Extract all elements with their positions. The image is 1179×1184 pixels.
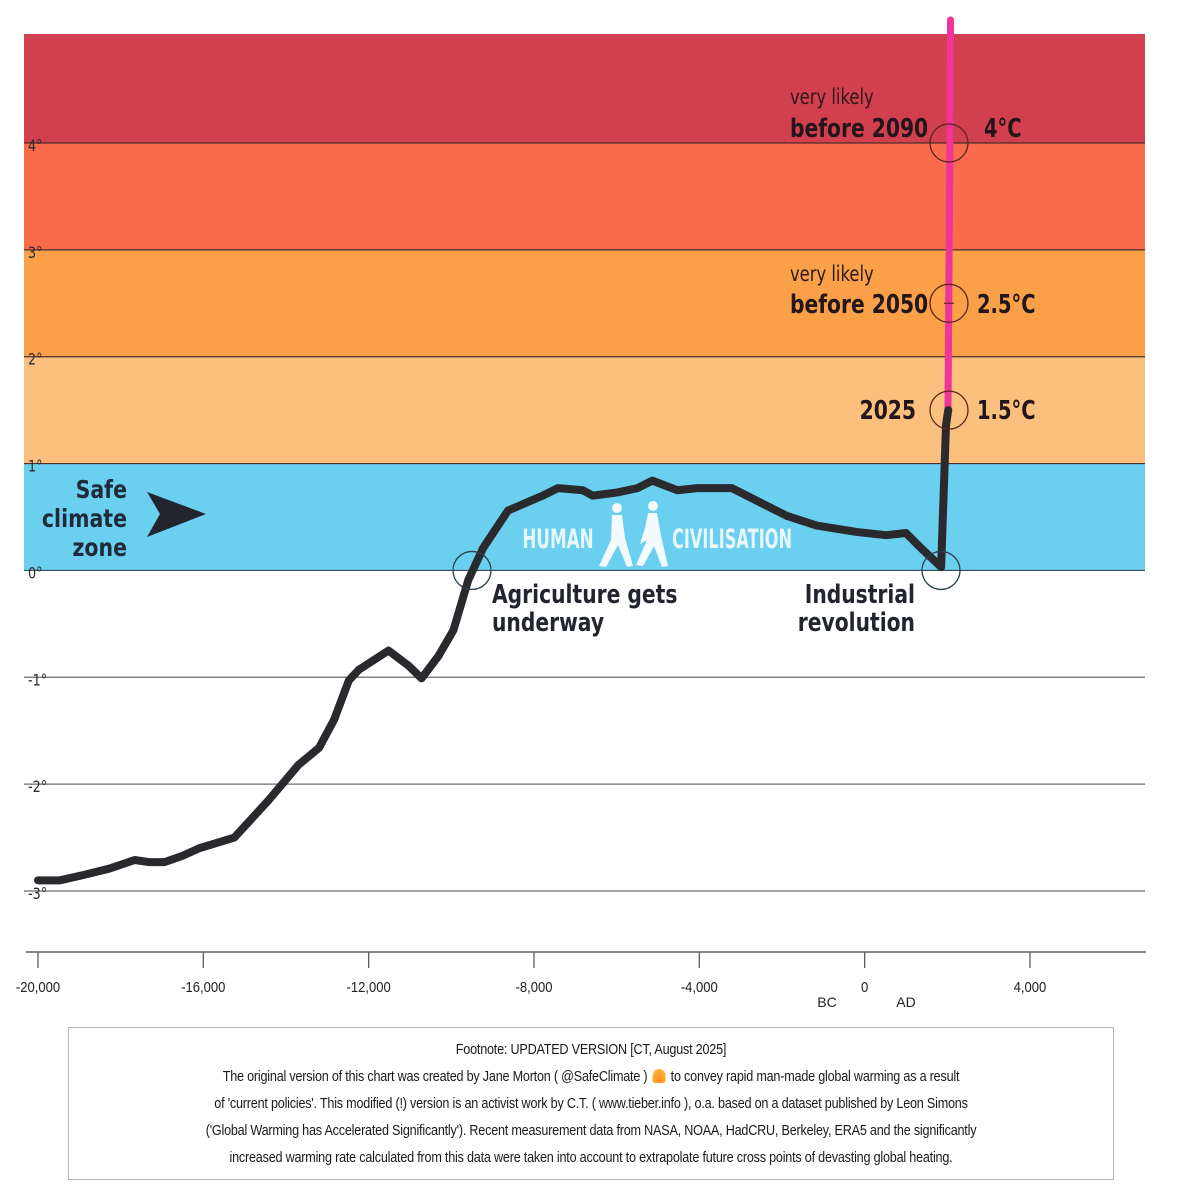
milestone-2050: very likely before 2050 2.5°C <box>790 263 1036 320</box>
marker-2025 <box>929 390 969 430</box>
walking-person-icon <box>599 503 633 567</box>
industrial-label-line2: revolution <box>798 608 915 638</box>
human-civilisation-annotation: HUMAN CIVILISATION <box>522 501 792 567</box>
projected-temperature-line <box>944 16 955 414</box>
x-tick-label: -12,000 <box>347 979 392 995</box>
agriculture-label-line1: Agriculture gets <box>492 580 677 610</box>
series-layer <box>34 16 955 885</box>
civilisation-label: CIVILISATION <box>672 524 792 556</box>
x-tick-label: -20,000 <box>16 979 61 995</box>
footnote-line-1: The original version of this chart was c… <box>158 1063 1025 1090</box>
volcano-emoji-icon <box>652 1069 666 1083</box>
marker-2050 <box>929 283 969 323</box>
temperature-bands <box>24 34 1145 571</box>
y-tick-label: 4° <box>28 138 43 156</box>
milestone-2025: 2025 1.5°C <box>860 396 1036 426</box>
agriculture-label-line2: underway <box>492 608 604 638</box>
band-1-to-2 <box>24 356 1145 464</box>
y-tick-label: -2° <box>28 779 47 797</box>
x-tick-label: -16,000 <box>181 979 226 995</box>
milestone-2050-small: very likely <box>790 263 874 286</box>
band-above-4 <box>24 34 1145 143</box>
industrial-annotation: Industrial revolution <box>798 580 915 638</box>
walking-person-icon <box>636 501 668 567</box>
milestone-2090-small: very likely <box>790 86 874 109</box>
safe-zone-label-line3: zone <box>72 534 127 562</box>
footnote-title: Footnote: UPDATED VERSION [CT, August 20… <box>455 1041 727 1058</box>
x-tick-label: 4,000 <box>1014 979 1047 995</box>
band-2-to-3 <box>24 249 1145 357</box>
arrow-right-icon <box>147 492 206 537</box>
marker-2090 <box>929 123 969 163</box>
y-tick-labels: 4° 3° 2° 1° 0° -1° -2° -3° <box>28 138 47 904</box>
era-label-ad: AD <box>896 994 915 1010</box>
milestone-2050-value: 2.5°C <box>977 290 1036 319</box>
marker-layer <box>452 123 969 591</box>
footnote-line-1b: to convey rapid man-made global warming … <box>670 1068 960 1085</box>
human-label: HUMAN <box>522 524 593 555</box>
x-tick-label: 0 <box>861 979 869 995</box>
y-tick-label: 2° <box>28 351 43 369</box>
footnote-line-1a: The original version of this chart was c… <box>222 1068 648 1085</box>
milestone-2025-label: 2025 <box>860 396 916 426</box>
agriculture-annotation: Agriculture gets underway <box>492 580 677 638</box>
safe-zone-label-line1: Safe <box>76 476 127 504</box>
footnote-box: Footnote: UPDATED VERSION [CT, August 20… <box>68 1027 1114 1180</box>
footnote-line-4: increased warming rate calculated from t… <box>229 1149 953 1166</box>
x-ticks: -20,000 -16,000 -12,000 -8,000 -4,000 0 4,000 <box>16 952 1047 995</box>
band-safe-zone <box>24 463 1145 571</box>
safe-zone-annotation: Safe climate zone <box>42 476 206 563</box>
gridlines <box>24 142 1145 892</box>
y-tick-label: 3° <box>28 245 43 263</box>
observed-temperature-line <box>34 406 953 885</box>
milestone-2090-label: before 2090 <box>790 114 928 144</box>
y-tick-label: 0° <box>28 565 43 583</box>
era-label-bc: BC <box>817 994 836 1010</box>
industrial-label-line1: Industrial <box>805 580 915 610</box>
temperature-chart: 4° 3° 2° 1° 0° -1° -2° -3° Safe climate zone HU… <box>16 16 1146 1010</box>
milestone-2025-value: 1.5°C <box>977 396 1036 425</box>
milestone-2090-value: 4°C <box>984 114 1022 143</box>
footnote-line-3: ('Global Warming has Accelerated Signifi… <box>205 1122 977 1139</box>
x-tick-label: -8,000 <box>516 979 553 995</box>
milestone-2050-label: before 2050 <box>790 290 928 320</box>
agriculture-marker <box>452 550 492 591</box>
footnote-line-2: of 'current policies'. This modified (!)… <box>214 1095 968 1112</box>
y-tick-label: 1° <box>28 458 43 476</box>
industrial-marker <box>921 550 961 591</box>
band-3-to-4 <box>24 143 1145 250</box>
y-tick-label: -1° <box>28 672 47 690</box>
milestone-2090: very likely before 2090 4°C <box>790 86 1022 144</box>
safe-zone-label-line2: climate <box>42 505 127 533</box>
x-tick-label: -4,000 <box>681 979 718 995</box>
y-tick-label: -3° <box>28 886 47 904</box>
